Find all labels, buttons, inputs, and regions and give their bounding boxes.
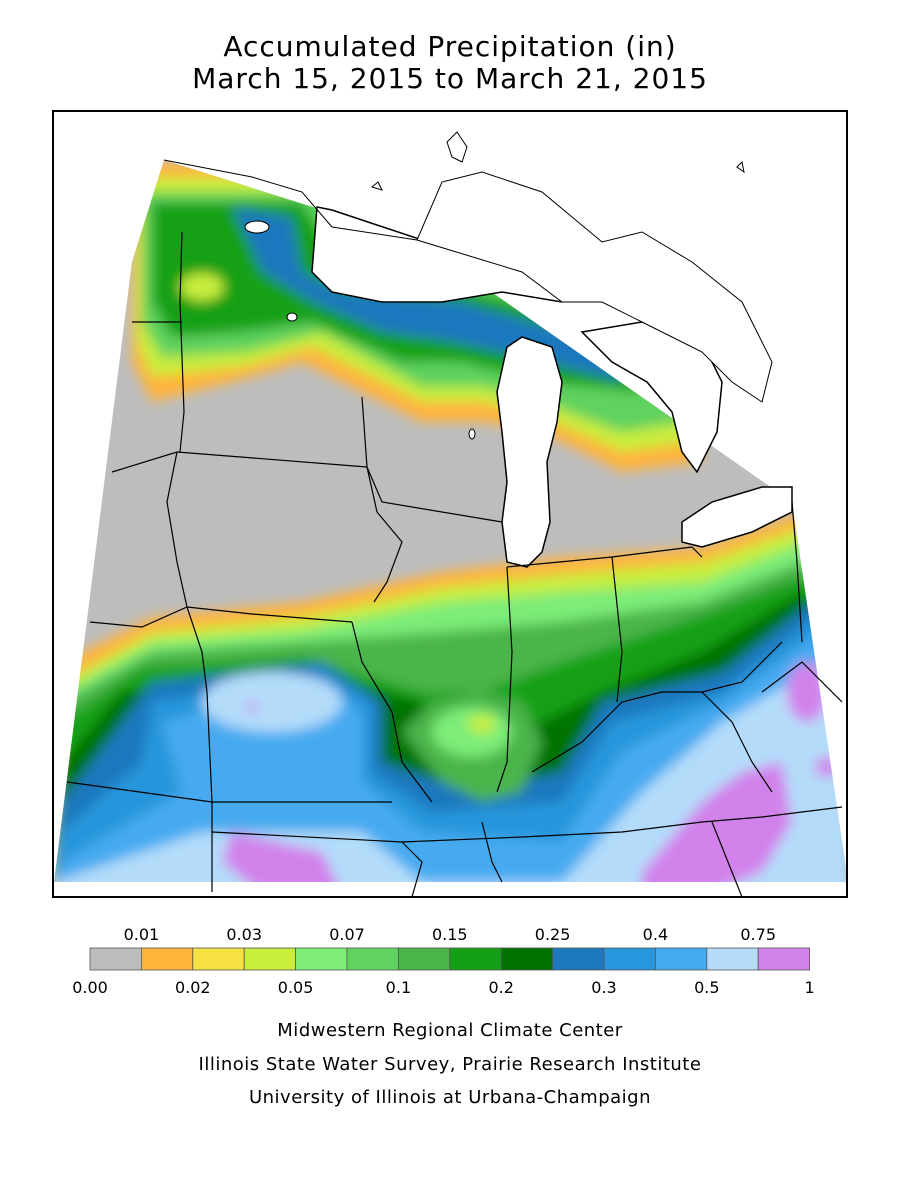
legend-swatch (449, 947, 502, 971)
map-date-range: March 15, 2015 to March 21, 2015 (192, 62, 708, 95)
legend-swatch (500, 947, 554, 971)
legend-upper-label: 0.25 (535, 925, 571, 944)
legend-color-boxes (89, 947, 811, 971)
legend-swatch (552, 947, 605, 971)
legend-swatch (603, 947, 656, 971)
legend-lower-label: 0.1 (386, 978, 411, 997)
legend-upper-label: 0.07 (329, 925, 365, 944)
legend-swatch (655, 947, 708, 971)
legend-lower-label: 0.02 (175, 978, 211, 997)
legend-upper-label: 0.75 (740, 925, 776, 944)
precipitation-field (54, 160, 846, 882)
legend-lower-label: 0.3 (591, 978, 616, 997)
legend-swatch (89, 947, 142, 971)
legend-swatch (346, 947, 399, 971)
legend-lower-label: 0.05 (278, 978, 314, 997)
color-legend: 0.01 0.03 0.07 0.15 0.25 0.4 0.75 0.00 0.02 0.05… (0, 920, 900, 1010)
legend-upper-label: 0.4 (643, 925, 668, 944)
legend-lower-label: 0.2 (488, 978, 513, 997)
map-title: Accumulated Precipitation (in) (223, 30, 677, 63)
precipitation-map (52, 110, 848, 898)
legend-swatch (192, 947, 245, 971)
credit-university: University of Illinois at Urbana-Champai… (248, 1087, 652, 1108)
state-borders (66, 231, 843, 896)
legend-swatch (757, 947, 811, 971)
great-lakes (163, 131, 793, 568)
legend-swatch (140, 947, 194, 971)
legend-upper-label: 0.01 (124, 925, 160, 944)
legend-lower-labels: 0.00 0.02 0.05 0.1 0.2 0.3 0.5 1 (72, 978, 815, 997)
legend-swatch (706, 947, 759, 971)
credit-survey: Illinois State Water Survey, Prairie Res… (198, 1054, 702, 1075)
legend-swatch (397, 947, 451, 971)
credit-center: Midwestern Regional Climate Center (277, 1020, 623, 1041)
legend-upper-label: 0.03 (226, 925, 262, 944)
legend-upper-label: 0.15 (432, 925, 468, 944)
legend-lower-label: 0.5 (694, 978, 719, 997)
legend-lower-label: 0.00 (72, 978, 108, 997)
legend-lower-label: 1 (805, 978, 815, 997)
legend-upper-labels: 0.01 0.03 0.07 0.15 0.25 0.4 0.75 (124, 925, 776, 944)
legend-swatch (243, 947, 296, 971)
legend-swatch (295, 947, 348, 971)
